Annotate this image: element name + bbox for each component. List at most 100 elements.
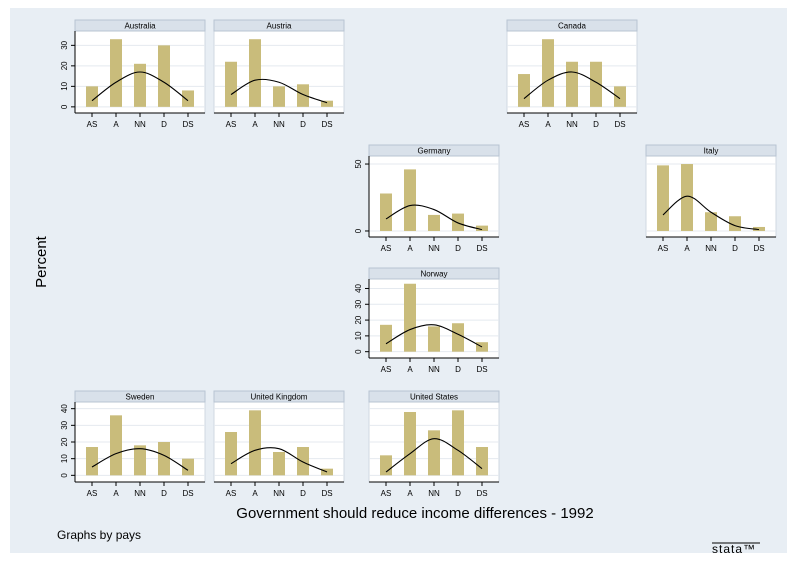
x-tick-label: AS: [381, 244, 392, 253]
panel-header: [74, 19, 206, 32]
panel-title: Austria: [267, 22, 292, 31]
bar: [729, 216, 741, 231]
density-curve: [230, 447, 328, 473]
bar: [428, 326, 440, 352]
panel-header: [506, 19, 638, 32]
bar: [542, 39, 554, 107]
density-curve: [523, 71, 621, 100]
x-tick-label: DS: [182, 489, 193, 498]
y-tick-label: 40: [354, 283, 363, 292]
panel-header: [213, 19, 345, 32]
x-title: Government should reduce income differen…: [236, 505, 593, 522]
x-tick-label: D: [732, 244, 738, 253]
bar: [428, 430, 440, 476]
y-tick-label: 20: [60, 61, 69, 70]
panel-header: [368, 267, 500, 280]
bar: [404, 283, 416, 352]
y-tick-label: 0: [60, 473, 69, 478]
x-tick-label: AS: [87, 120, 98, 129]
bar: [753, 226, 765, 231]
logo: stata™: [712, 542, 756, 556]
bar: [452, 323, 464, 352]
y-tick-label: 30: [60, 40, 69, 49]
panel-title: United Kingdom: [251, 393, 308, 402]
panel-title: Germany: [418, 147, 451, 156]
y-tick-label: 10: [354, 331, 363, 340]
x-tick-label: D: [300, 120, 306, 129]
x-tick-label: AS: [519, 120, 530, 129]
bar: [225, 61, 237, 107]
bar: [518, 74, 530, 107]
bar: [273, 452, 285, 476]
density-curve: [385, 438, 483, 473]
x-tick-label: A: [252, 489, 258, 498]
x-tick-label: NN: [428, 244, 440, 253]
bar: [134, 63, 146, 107]
x-tick-label: DS: [476, 365, 487, 374]
x-tick-label: D: [455, 489, 461, 498]
bar: [614, 86, 626, 107]
bar: [158, 442, 170, 476]
x-tick-label: AS: [87, 489, 98, 498]
bar: [566, 61, 578, 107]
panel-title: Sweden: [126, 393, 155, 402]
bar: [705, 212, 717, 231]
bar: [476, 447, 488, 476]
bar: [404, 412, 416, 476]
y-tick-label: 20: [60, 437, 69, 446]
bar: [681, 164, 693, 231]
panel-header: [74, 390, 206, 403]
x-tick-label: DS: [321, 120, 332, 129]
x-tick-label: D: [455, 244, 461, 253]
x-tick-label: DS: [182, 120, 193, 129]
bar: [182, 90, 194, 107]
x-tick-label: D: [593, 120, 599, 129]
y-tick-label: 0: [60, 104, 69, 109]
bar: [404, 169, 416, 231]
bar: [452, 410, 464, 476]
panel-title: Italy: [704, 147, 719, 156]
y-tick-label: 10: [60, 81, 69, 90]
x-tick-label: DS: [753, 244, 764, 253]
panel-header: [213, 390, 345, 403]
x-tick-label: D: [161, 489, 167, 498]
x-tick-label: AS: [381, 489, 392, 498]
x-tick-label: NN: [428, 365, 440, 374]
x-tick-label: DS: [476, 244, 487, 253]
x-tick-label: DS: [614, 120, 625, 129]
x-tick-label: NN: [428, 489, 440, 498]
bar: [182, 458, 194, 476]
x-tick-label: AS: [226, 120, 237, 129]
x-tick-label: A: [545, 120, 551, 129]
x-tick-label: D: [455, 365, 461, 374]
bar: [452, 213, 464, 231]
y-tick-label: 30: [354, 299, 363, 308]
bar: [134, 445, 146, 476]
bar: [428, 214, 440, 231]
density-curve: [91, 71, 189, 102]
density-curve: [385, 204, 483, 231]
y-tick-label: 0: [354, 349, 363, 354]
density-curve: [662, 195, 760, 231]
x-tick-label: DS: [476, 489, 487, 498]
x-tick-label: NN: [273, 120, 285, 129]
bar: [86, 447, 98, 476]
bar: [225, 432, 237, 476]
bar: [158, 45, 170, 107]
x-tick-label: D: [161, 120, 167, 129]
y-tick-label: 30: [60, 420, 69, 429]
bar: [476, 225, 488, 231]
x-tick-label: AS: [658, 244, 669, 253]
bar: [380, 193, 392, 231]
y-title: Percent: [33, 235, 50, 288]
x-tick-label: DS: [321, 489, 332, 498]
bar: [380, 324, 392, 352]
density-curve: [230, 78, 328, 104]
bar: [297, 84, 309, 107]
x-tick-label: D: [300, 489, 306, 498]
x-tick-label: NN: [273, 489, 285, 498]
bar: [380, 455, 392, 476]
y-tick-label: 20: [354, 315, 363, 324]
bar: [590, 61, 602, 107]
